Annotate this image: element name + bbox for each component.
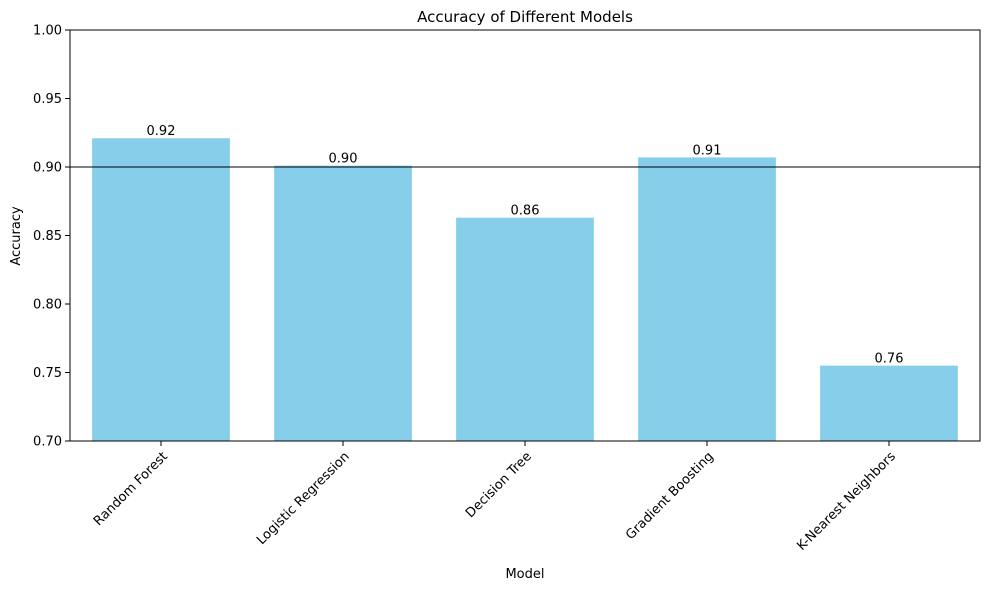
- bar-2: [456, 217, 594, 441]
- bar-value-label: 0.86: [511, 204, 540, 219]
- y-axis: 0.70 0.75 0.80 0.85 0.90 0.95 1.00: [33, 24, 70, 450]
- bar-value-label: 0.76: [875, 352, 904, 367]
- bar-value-label: 0.92: [147, 124, 176, 139]
- x-tick-label: Random Forest: [91, 449, 171, 529]
- x-axis: Random Forest Logistic Regression Decision…: [91, 441, 899, 554]
- x-axis-label: Model: [505, 567, 544, 582]
- x-tick-label: Decision Tree: [463, 449, 535, 521]
- x-tick-label: Logistic Regression: [254, 449, 353, 548]
- bar-0: [92, 138, 230, 442]
- y-tick-label: 0.80: [33, 298, 62, 313]
- y-tick-label: 0.90: [33, 161, 62, 176]
- bar-value-label: 0.91: [693, 143, 722, 158]
- y-tick-label: 0.95: [33, 92, 62, 107]
- bar-3: [638, 157, 776, 441]
- x-tick-label: Gradient Boosting: [623, 449, 717, 543]
- y-tick-label: 0.75: [33, 366, 62, 381]
- y-tick-label: 0.85: [33, 229, 62, 244]
- y-axis-label: Accuracy: [9, 206, 24, 266]
- bar-value-label: 0.90: [329, 152, 358, 167]
- bars-group: 0.92 0.90 0.86 0.91 0.76: [92, 124, 958, 442]
- y-tick-label: 0.70: [33, 435, 62, 450]
- x-tick-label: K-Nearest Neighbors: [794, 449, 899, 554]
- bar-1: [274, 165, 412, 441]
- bar-4: [820, 365, 958, 441]
- y-tick-label: 1.00: [33, 24, 62, 39]
- chart-title: Accuracy of Different Models: [417, 8, 633, 26]
